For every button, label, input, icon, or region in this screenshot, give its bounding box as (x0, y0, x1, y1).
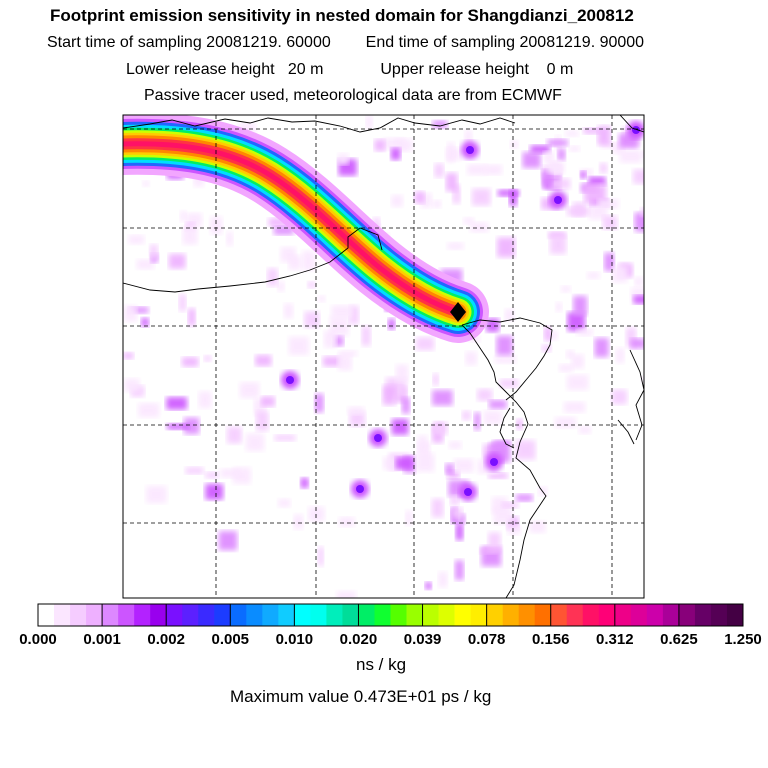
colorbar-swatch (214, 604, 231, 626)
colorbar-tick-label: 0.039 (404, 631, 442, 648)
colorbar-swatch (294, 604, 311, 626)
colorbar-swatch (582, 604, 600, 626)
colorbar-swatch (502, 604, 519, 626)
colorbar-swatch (134, 604, 151, 626)
colorbar-tick-label: 0.005 (211, 631, 249, 648)
colorbar-swatch (118, 604, 135, 626)
colorbar-swatch (534, 604, 552, 626)
colorbar-swatch (454, 604, 471, 626)
colorbar-tick-label: 1.250 (724, 631, 762, 648)
colorbar-swatch (486, 604, 503, 626)
colorbar-swatch (342, 604, 359, 626)
colorbar-swatch (678, 604, 696, 626)
colorbar-tick-label: 0.001 (83, 631, 121, 648)
page-title: Footprint emission sensitivity in nested… (50, 6, 634, 25)
colorbar-swatch (54, 604, 71, 626)
start-time-label: Start time of sampling 20081219. 60000 (47, 34, 331, 51)
colorbar-tick-label: 0.000 (19, 631, 57, 648)
colorbar-swatch (550, 604, 568, 626)
colorbar-swatch (598, 604, 616, 626)
end-time-label: End time of sampling 20081219. 90000 (365, 34, 645, 51)
release-heights: Lower release height 20 m Upper release … (126, 61, 768, 79)
upper-release-label: Upper release height 0 m (380, 61, 574, 78)
colorbar-swatch (710, 604, 728, 626)
release-site-marker (450, 302, 466, 322)
colorbar-swatch (662, 604, 680, 626)
maximum-value-label: Maximum value 0.473E+01 ps / kg (230, 687, 492, 706)
colorbar-swatch (566, 604, 584, 626)
colorbar-swatch (518, 604, 536, 626)
colorbar-swatch (406, 604, 423, 626)
sampling-times: Start time of sampling 20081219. 60000 E… (47, 34, 768, 52)
colorbar-swatch (326, 604, 343, 626)
colorbar-swatch (646, 604, 664, 626)
colorbar-swatch (262, 604, 279, 626)
colorbar-tick-label: 0.156 (532, 631, 570, 648)
colorbar-tick-label: 0.625 (660, 631, 698, 648)
colorbar (37, 603, 744, 627)
colorbar-units: ns / kg (356, 655, 407, 674)
colorbar-swatch (390, 604, 407, 626)
colorbar-swatch (230, 604, 247, 626)
colorbar-swatch (38, 604, 55, 626)
colorbar-swatch (614, 604, 632, 626)
colorbar-tick-label: 0.312 (596, 631, 634, 648)
colorbar-swatch (182, 604, 199, 626)
colorbar-swatch (470, 604, 487, 626)
colorbar-swatch (150, 604, 167, 626)
colorbar-swatch (102, 604, 119, 626)
colorbar-swatch (438, 604, 455, 626)
colorbar-swatch (70, 604, 87, 626)
grid-lines (123, 115, 644, 598)
map-area (123, 115, 644, 598)
plume (123, 115, 489, 343)
colorbar-tick-label: 0.020 (340, 631, 378, 648)
colorbar-tick-labels: 0.000 0.001 0.002 0.005 0.010 0.020 0.039 0.078… (19, 631, 762, 648)
coastlines (123, 115, 644, 598)
colorbar-swatch (358, 604, 375, 626)
colorbar-tick-label: 0.002 (147, 631, 185, 648)
colorbar-tick-label: 0.078 (468, 631, 506, 648)
lower-release-label: Lower release height 20 m (126, 61, 324, 78)
colorbar-swatch (694, 604, 712, 626)
colorbar-swatch (198, 604, 215, 626)
map-frame (122, 114, 645, 599)
colorbar-swatch (310, 604, 327, 626)
colorbar-swatch (422, 604, 439, 626)
colorbar-swatch (278, 604, 295, 626)
colorbar-swatch (630, 604, 648, 626)
colorbar-swatch (726, 604, 744, 626)
colorbar-tick-label: 0.010 (276, 631, 314, 648)
tracer-info: Passive tracer used, meteorological data… (144, 87, 562, 104)
colorbar-swatch (374, 604, 391, 626)
colorbar-swatch (246, 604, 263, 626)
colorbar-swatch (166, 604, 183, 626)
colorbar-swatch (86, 604, 103, 626)
